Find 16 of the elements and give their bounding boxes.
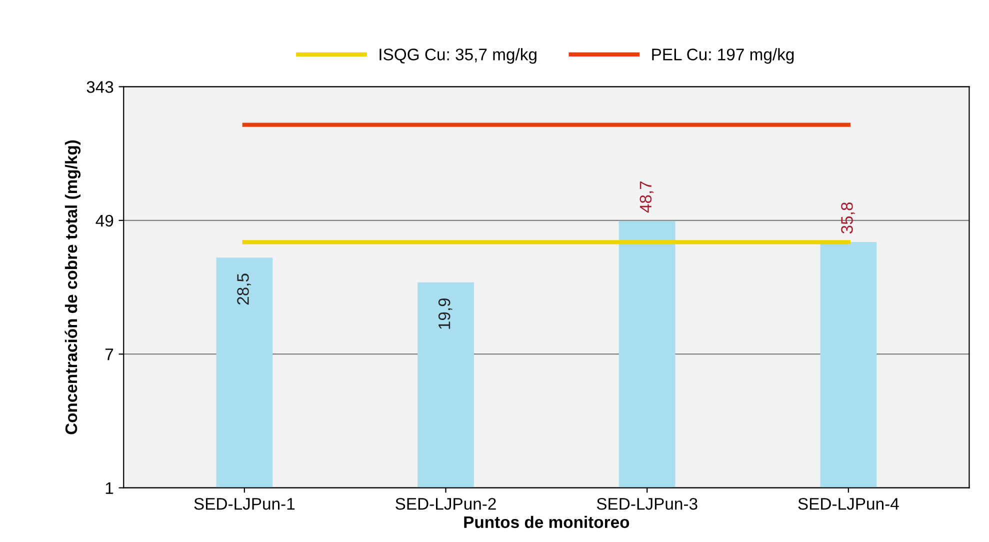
- data-label: 19,9: [438, 298, 452, 329]
- y-tick-label: 7: [105, 348, 114, 360]
- legend-label: PEL Cu: 197 mg/kg: [652, 48, 794, 64]
- x-tick-label: SED-LJPun-1: [194, 498, 295, 510]
- data-label: 48,7: [640, 181, 654, 213]
- data-label: 35,8: [841, 202, 855, 234]
- x-tick-label: SED-LJPun-4: [798, 498, 899, 510]
- y-tick-label: 49: [96, 214, 114, 227]
- x-axis-title: Puntos de monitoreo: [464, 516, 630, 528]
- legend-label: ISQG Cu: 35,7 mg/kg: [380, 48, 536, 64]
- data-label: 28,5: [237, 274, 251, 305]
- y-tick-label: 1: [106, 482, 114, 494]
- y-tick-label: 343: [86, 81, 114, 93]
- y-axis-title: Concentración de cobre total (mg/kg): [64, 140, 81, 434]
- x-tick-label: SED-LJPun-3: [596, 498, 698, 510]
- x-tick-label: SED-LJPun-2: [396, 498, 496, 510]
